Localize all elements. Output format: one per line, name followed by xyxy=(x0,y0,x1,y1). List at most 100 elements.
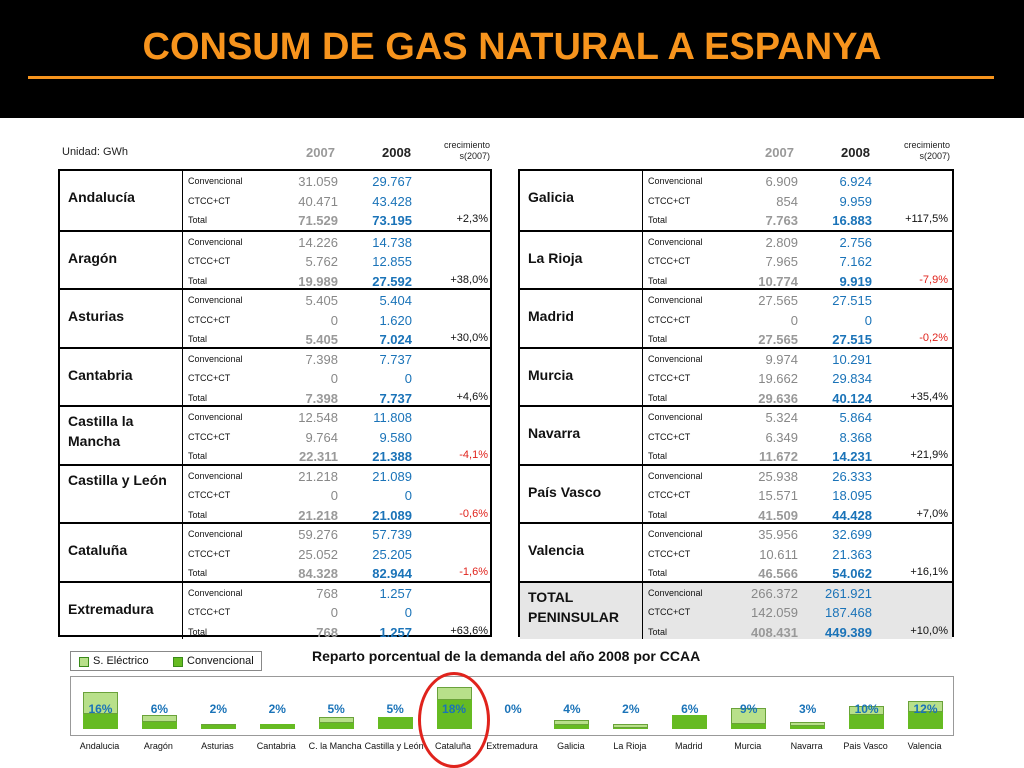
bar-conventional xyxy=(83,713,118,729)
value-2007: 19.989 xyxy=(298,273,338,289)
right-region-table: Galicia Convencional 6.909 6.924 CTCC+CT 854 9… xyxy=(518,169,954,640)
growth-value: +4,6% xyxy=(456,390,489,403)
region-name: Madrid xyxy=(528,308,574,324)
row-label-total: Total xyxy=(188,509,208,520)
value-2007: 9.974 xyxy=(765,351,798,367)
value-2008: 14.738 xyxy=(372,234,412,250)
region-block: Asturias Convencional 5.405 5.404 CTCC+CT 0 1.… xyxy=(60,288,490,347)
bar-value-label: 4% xyxy=(563,702,581,716)
region-block: Castilla la Mancha Convencional 12.548 11.8… xyxy=(60,405,490,464)
region-name: Cantabria xyxy=(68,366,133,383)
x-axis-label: Valencia xyxy=(907,741,942,751)
value-2008: 29.767 xyxy=(372,174,412,189)
bar-value-label: 6% xyxy=(681,702,699,716)
bar-value-label: 16% xyxy=(88,702,113,716)
region-block: Murcia Convencional 9.974 10.291 CTCC+CT 19.6… xyxy=(520,346,952,406)
value-2008: 0 xyxy=(864,312,872,328)
bar-electric xyxy=(141,715,177,722)
left-region-table: Andalucía Convencional 31.059 29.767 CTCC+CT… xyxy=(58,169,492,640)
value-2008: 7.024 xyxy=(379,332,412,347)
growth-value: -1,6% xyxy=(459,566,488,578)
value-2008: 27.515 xyxy=(832,332,872,347)
x-axis-label: C. la Mancha xyxy=(308,741,362,751)
value-2007: 71.529 xyxy=(298,213,338,228)
row-label-total: Total xyxy=(188,568,208,578)
x-axis-label: La Rioja xyxy=(613,741,647,751)
row-label-ctcc: CTCC+CT xyxy=(648,607,691,617)
row-label-ctcc: CTCC+CT xyxy=(648,256,691,266)
row-label-ctcc: CTCC+CT xyxy=(648,195,691,206)
value-2007: 19.662 xyxy=(758,371,798,386)
row-label-ctcc: CTCC+CT xyxy=(188,256,231,266)
bar-value-label: 5% xyxy=(327,702,345,716)
region-name: Murcia xyxy=(528,366,574,383)
bar-conventional xyxy=(849,715,885,729)
row-label-total: Total xyxy=(648,626,668,637)
growth-value: -0,6% xyxy=(459,507,488,520)
value-2007: 0 xyxy=(330,488,338,503)
row-label-conv: Convencional xyxy=(648,236,703,247)
x-axis-label: Andalucia xyxy=(79,741,120,751)
value-2007: 5.762 xyxy=(305,254,338,269)
value-2008: 21.089 xyxy=(372,507,412,523)
region-block: País Vasco Convencional 25.938 26.333 CTCC+C… xyxy=(520,463,952,523)
growth-value: -7,9% xyxy=(919,273,948,286)
region-name: Andalucía xyxy=(68,189,135,205)
value-2007: 12.548 xyxy=(298,410,338,425)
row-label-ctcc: CTCC+CT xyxy=(648,314,691,325)
growth-value: +16,1% xyxy=(910,566,948,578)
value-2008: 5.864 xyxy=(839,410,872,425)
value-2008: 14.231 xyxy=(832,449,872,464)
value-2008: 1.257 xyxy=(379,624,412,640)
value-2007: 2.809 xyxy=(765,234,798,250)
bar-value-label: 2% xyxy=(268,702,286,716)
region-divider xyxy=(642,348,643,405)
growth-value: +10,0% xyxy=(910,624,948,637)
x-axis-label: Navarra xyxy=(790,741,823,751)
value-2007: 408.431 xyxy=(751,624,798,640)
value-2007: 266.372 xyxy=(751,585,798,601)
growth-header-line1: crecimiento xyxy=(903,140,950,150)
value-2007: 27.565 xyxy=(758,332,798,347)
value-2007: 35.956 xyxy=(758,527,798,542)
value-2008: 5.404 xyxy=(379,293,412,308)
row-label-ctcc: CTCC+CT xyxy=(648,431,691,442)
bar-value-label: 5% xyxy=(386,702,404,716)
row-label-total: Total xyxy=(188,451,208,461)
bar-conventional xyxy=(554,725,590,729)
bar-value-label: 10% xyxy=(854,702,879,716)
value-2007: 9.764 xyxy=(305,429,338,445)
year-2008-left: 2008 xyxy=(382,145,411,160)
row-label-ctcc: CTCC+CT xyxy=(188,490,231,500)
region-block: Cataluña Convencional 59.276 57.739 CTCC+CT 2… xyxy=(60,522,490,581)
bar-value-label: 2% xyxy=(209,702,227,716)
region-divider xyxy=(182,524,183,581)
bar-electric xyxy=(554,719,590,726)
value-2008: 40.124 xyxy=(832,390,872,406)
region-divider xyxy=(182,582,183,639)
bar-electric xyxy=(731,708,767,724)
region-block: Aragón Convencional 14.226 14.738 CTCC+CT 5.7… xyxy=(60,229,490,289)
value-2007: 0 xyxy=(330,312,338,328)
row-label-ctcc: CTCC+CT xyxy=(648,373,691,383)
bar-conventional xyxy=(790,726,826,729)
bar-conventional xyxy=(200,725,236,729)
row-label-ctcc: CTCC+CT xyxy=(188,548,231,559)
x-axis-label: Asturias xyxy=(201,741,234,751)
bar-value-label: 3% xyxy=(798,702,817,716)
value-2007: 768 xyxy=(316,585,338,601)
bar-value-label: 12% xyxy=(913,702,938,716)
title-underline xyxy=(28,76,994,79)
x-axis-label: Castilla y León xyxy=(364,741,424,751)
header-bar: CONSUM DE GAS NATURAL A ESPANYA xyxy=(0,0,1024,118)
unit-label: Unidad: GWh xyxy=(62,146,129,158)
row-label-total: Total xyxy=(648,275,668,286)
row-label-ctcc: CTCC+CT xyxy=(188,195,231,206)
value-2008: 11.808 xyxy=(373,410,412,425)
row-label-conv: Convencional xyxy=(188,353,243,364)
region-divider xyxy=(642,171,643,230)
region-name: Cataluña xyxy=(68,542,128,558)
bar-value-label: 9% xyxy=(740,702,758,716)
chart-title: Reparto porcentual de la demanda del año… xyxy=(312,648,701,664)
bar-value-label: 2% xyxy=(622,702,640,716)
